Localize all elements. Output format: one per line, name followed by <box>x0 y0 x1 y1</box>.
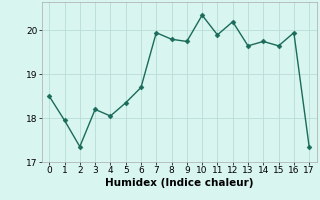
X-axis label: Humidex (Indice chaleur): Humidex (Indice chaleur) <box>105 178 253 188</box>
